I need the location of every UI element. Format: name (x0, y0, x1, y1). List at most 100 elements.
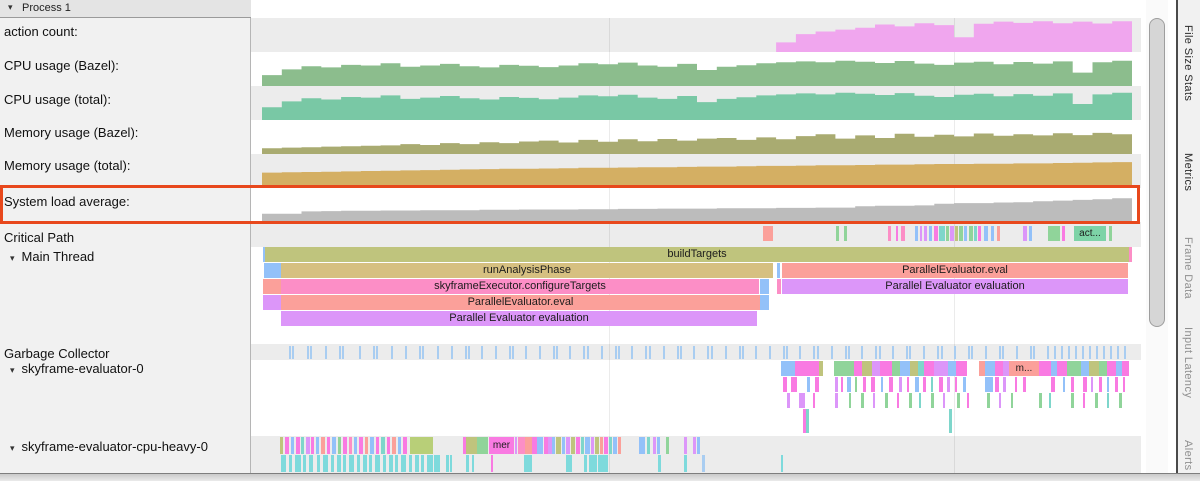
trace-slice-parallelevaluator-eval[interactable]: ParallelEvaluator.eval (281, 295, 760, 310)
gc-event-tick[interactable] (451, 346, 453, 359)
trace-slice[interactable] (585, 437, 590, 454)
gc-event-tick[interactable] (325, 346, 327, 359)
trace-slice[interactable] (591, 437, 594, 454)
trace-slice[interactable] (1107, 393, 1109, 408)
gc-event-tick[interactable] (1061, 346, 1063, 359)
gc-event-tick[interactable] (680, 346, 682, 359)
trace-slice[interactable] (684, 437, 687, 454)
trace-slice[interactable] (589, 455, 597, 472)
trace-slice[interactable] (1063, 377, 1065, 392)
trace-slice[interactable] (301, 437, 304, 454)
trace-slice-buildtargets[interactable]: buildTargets (265, 247, 1129, 262)
gc-event-tick[interactable] (289, 346, 291, 359)
trace-slice[interactable] (566, 455, 572, 472)
gc-event-tick[interactable] (391, 346, 393, 359)
trace-slice[interactable] (943, 393, 945, 408)
trace-slice[interactable] (571, 437, 575, 454)
gc-event-tick[interactable] (941, 346, 943, 359)
trace-slice[interactable] (1122, 361, 1129, 376)
trace-slice[interactable] (847, 377, 851, 392)
trace-slice[interactable] (995, 377, 999, 392)
trace-slice[interactable] (1083, 377, 1087, 392)
trace-slice[interactable] (537, 437, 543, 454)
trace-slice[interactable] (841, 377, 843, 392)
trace-slice[interactable] (929, 226, 932, 241)
trace-slice[interactable] (835, 377, 838, 392)
gc-event-tick[interactable] (742, 346, 744, 359)
trace-slice[interactable] (1049, 393, 1051, 408)
trace-slice-parallelevaluator-eval[interactable]: ParallelEvaluator.eval (782, 263, 1128, 278)
gc-event-tick[interactable] (1054, 346, 1056, 359)
trace-slice[interactable] (472, 455, 474, 472)
trace-slice[interactable] (915, 226, 918, 241)
trace-slice[interactable] (401, 455, 406, 472)
sidebar-tab-input-latency[interactable]: Input Latency (1182, 327, 1194, 399)
gc-event-tick[interactable] (783, 346, 785, 359)
gc-event-tick[interactable] (937, 346, 939, 359)
trace-slice[interactable] (781, 455, 783, 472)
gc-event-tick[interactable] (999, 346, 1001, 359)
gc-event-tick[interactable] (359, 346, 361, 359)
trace-slice[interactable] (910, 361, 918, 376)
trace-slice[interactable] (434, 455, 440, 472)
trace-slice[interactable] (900, 361, 910, 376)
trace-slice[interactable] (285, 437, 289, 454)
trace-slice[interactable] (999, 393, 1001, 408)
trace-slice[interactable] (987, 393, 990, 408)
gc-event-tick[interactable] (1068, 346, 1070, 359)
trace-slice[interactable] (991, 226, 994, 241)
gc-event-tick[interactable] (405, 346, 407, 359)
trace-slice[interactable] (562, 437, 565, 454)
trace-slice[interactable] (777, 279, 781, 294)
trace-slice[interactable] (263, 279, 281, 294)
trace-slice[interactable] (819, 361, 823, 376)
trace-slice[interactable] (518, 437, 525, 454)
trace-slice[interactable] (1095, 393, 1098, 408)
trace-slice[interactable] (524, 455, 532, 472)
trace-slice[interactable] (295, 455, 301, 472)
trace-slice[interactable] (1023, 377, 1026, 392)
trace-slice[interactable] (1062, 226, 1065, 241)
trace-slice[interactable] (1003, 361, 1009, 376)
trace-slice[interactable] (924, 361, 934, 376)
trace-slice[interactable] (581, 437, 584, 454)
trace-slice[interactable] (855, 377, 857, 392)
trace-slice[interactable] (316, 437, 319, 454)
trace-slice[interactable] (604, 437, 608, 454)
gc-event-tick[interactable] (1016, 346, 1018, 359)
trace-slice[interactable] (409, 455, 412, 472)
trace-slice[interactable] (466, 455, 469, 472)
gc-event-tick[interactable] (1124, 346, 1126, 359)
trace-slice[interactable] (813, 393, 815, 408)
trace-slice[interactable] (327, 437, 330, 454)
trace-slice[interactable] (427, 455, 433, 472)
trace-slice[interactable] (844, 226, 847, 241)
trace-slice[interactable] (995, 361, 1003, 376)
trace-slice[interactable] (576, 437, 580, 454)
sidebar-tab-file-size-stats[interactable]: File Size Stats (1182, 25, 1194, 102)
trace-slice[interactable] (598, 455, 608, 472)
gc-event-tick[interactable] (1089, 346, 1091, 359)
gc-event-tick[interactable] (1002, 346, 1004, 359)
trace-slice[interactable] (1116, 361, 1122, 376)
trace-slice[interactable] (359, 437, 363, 454)
trace-slice[interactable] (666, 437, 669, 454)
trace-slice[interactable] (365, 437, 368, 454)
trace-slice[interactable] (934, 226, 938, 241)
trace-slice[interactable] (791, 377, 797, 392)
trace-slice[interactable] (888, 226, 891, 241)
gc-event-tick[interactable] (342, 346, 344, 359)
trace-slice[interactable] (491, 455, 493, 472)
trace-slice[interactable] (291, 437, 294, 454)
trace-slice[interactable] (957, 393, 960, 408)
gc-event-tick[interactable] (1117, 346, 1119, 359)
trace-slice[interactable] (1048, 226, 1060, 241)
trace-slice[interactable] (931, 393, 934, 408)
trace-slice[interactable] (763, 226, 773, 241)
trace-slice[interactable] (783, 377, 787, 392)
trace-slice[interactable] (897, 393, 899, 408)
trace-slice[interactable] (934, 361, 948, 376)
trace-slice[interactable] (552, 437, 555, 454)
trace-slice[interactable] (463, 437, 466, 454)
trace-slice[interactable] (584, 455, 587, 472)
